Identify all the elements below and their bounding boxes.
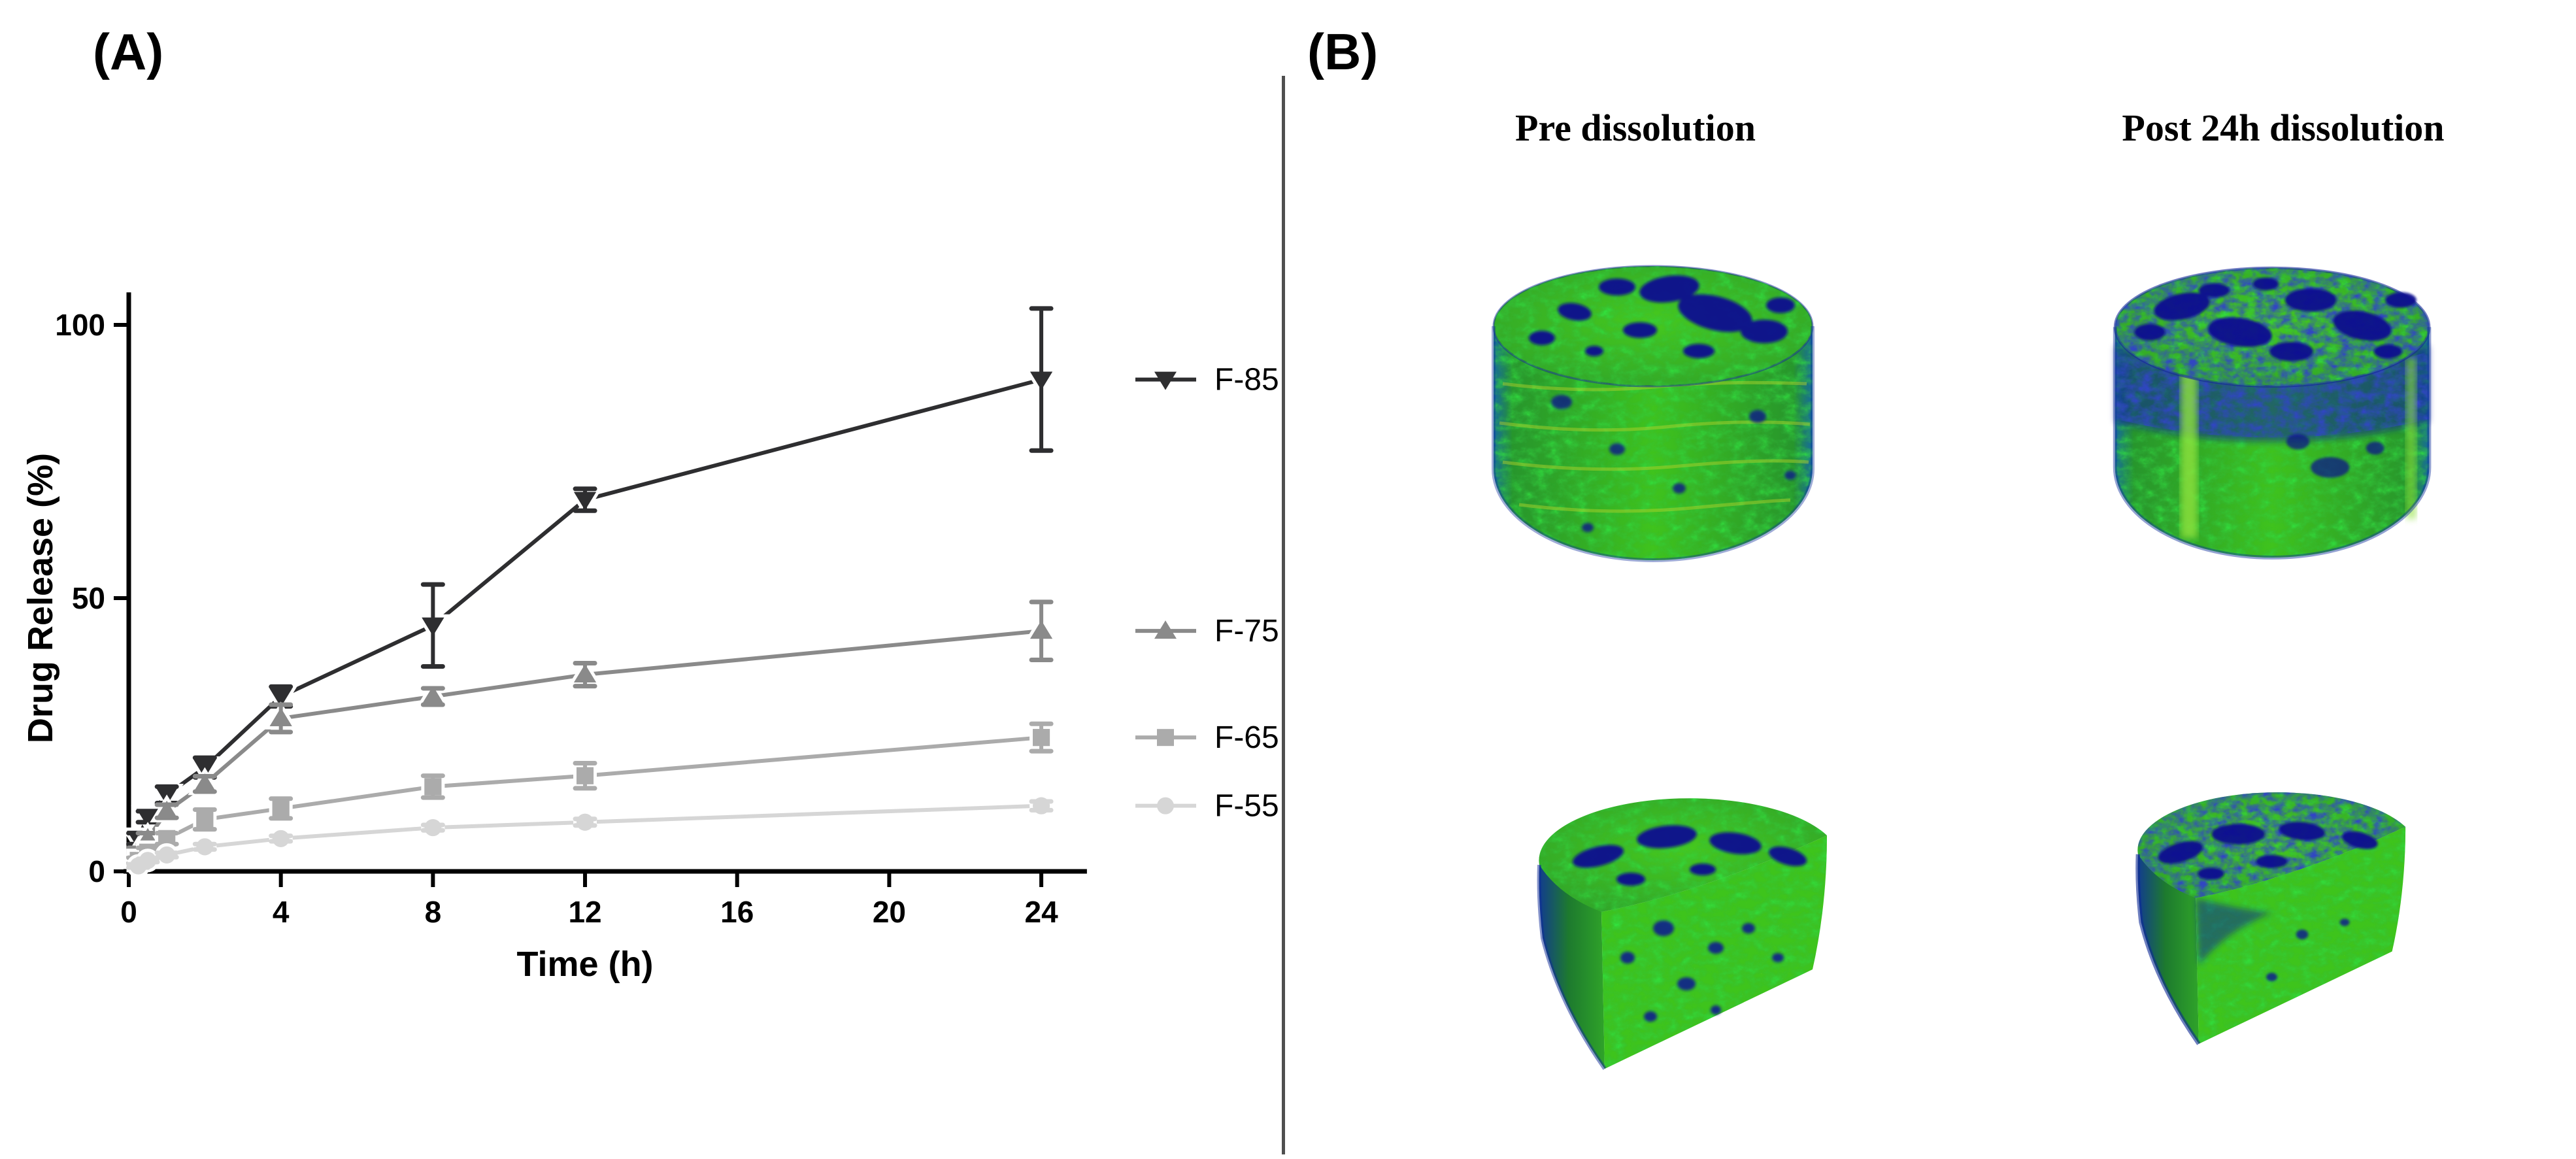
legend-label-F-85: F-85 — [1214, 363, 1279, 397]
svg-text:50: 50 — [72, 581, 105, 615]
tablet-render-pre-half — [1537, 798, 1827, 1070]
svg-text:20: 20 — [873, 895, 906, 929]
tablet-render-pre-full — [1492, 265, 1815, 562]
panel-b-label: (B) — [1307, 23, 1379, 80]
svg-text:Drug Release (%): Drug Release (%) — [21, 453, 60, 743]
pore-blobs — [1573, 825, 1807, 886]
svg-text:0: 0 — [88, 854, 105, 888]
tablet-render-post-half — [2135, 792, 2406, 1045]
pre-dissolution-header: Pre dissolution — [1515, 107, 1756, 149]
svg-text:24: 24 — [1024, 895, 1058, 929]
svg-text:16: 16 — [720, 895, 754, 929]
post-dissolution-header: Post 24h dissolution — [2122, 107, 2445, 149]
panel-divider-line — [1282, 76, 1285, 1154]
svg-text:Time (h): Time (h) — [517, 945, 654, 984]
svg-text:4: 4 — [273, 895, 290, 929]
legend-label-F-55: F-55 — [1214, 789, 1279, 824]
svg-text:8: 8 — [425, 895, 442, 929]
panel-a-label: (A) — [93, 23, 164, 80]
pore-blobs — [1529, 275, 1795, 358]
pore-blobs — [2134, 277, 2417, 361]
legend-label-F-65: F-65 — [1214, 720, 1279, 755]
svg-text:12: 12 — [568, 895, 601, 929]
drug-release-chart: 0 4 8 12 16 20 24 0 50 100 Time (h) Drug Release (%… — [21, 292, 1279, 984]
tablet-renders — [1492, 265, 2432, 1070]
legend-label-F-75: F-75 — [1214, 614, 1279, 648]
pore-blobs — [2158, 822, 2378, 880]
svg-text:0: 0 — [120, 895, 137, 929]
svg-text:100: 100 — [55, 308, 105, 342]
tablet-render-post-full — [2113, 266, 2432, 560]
